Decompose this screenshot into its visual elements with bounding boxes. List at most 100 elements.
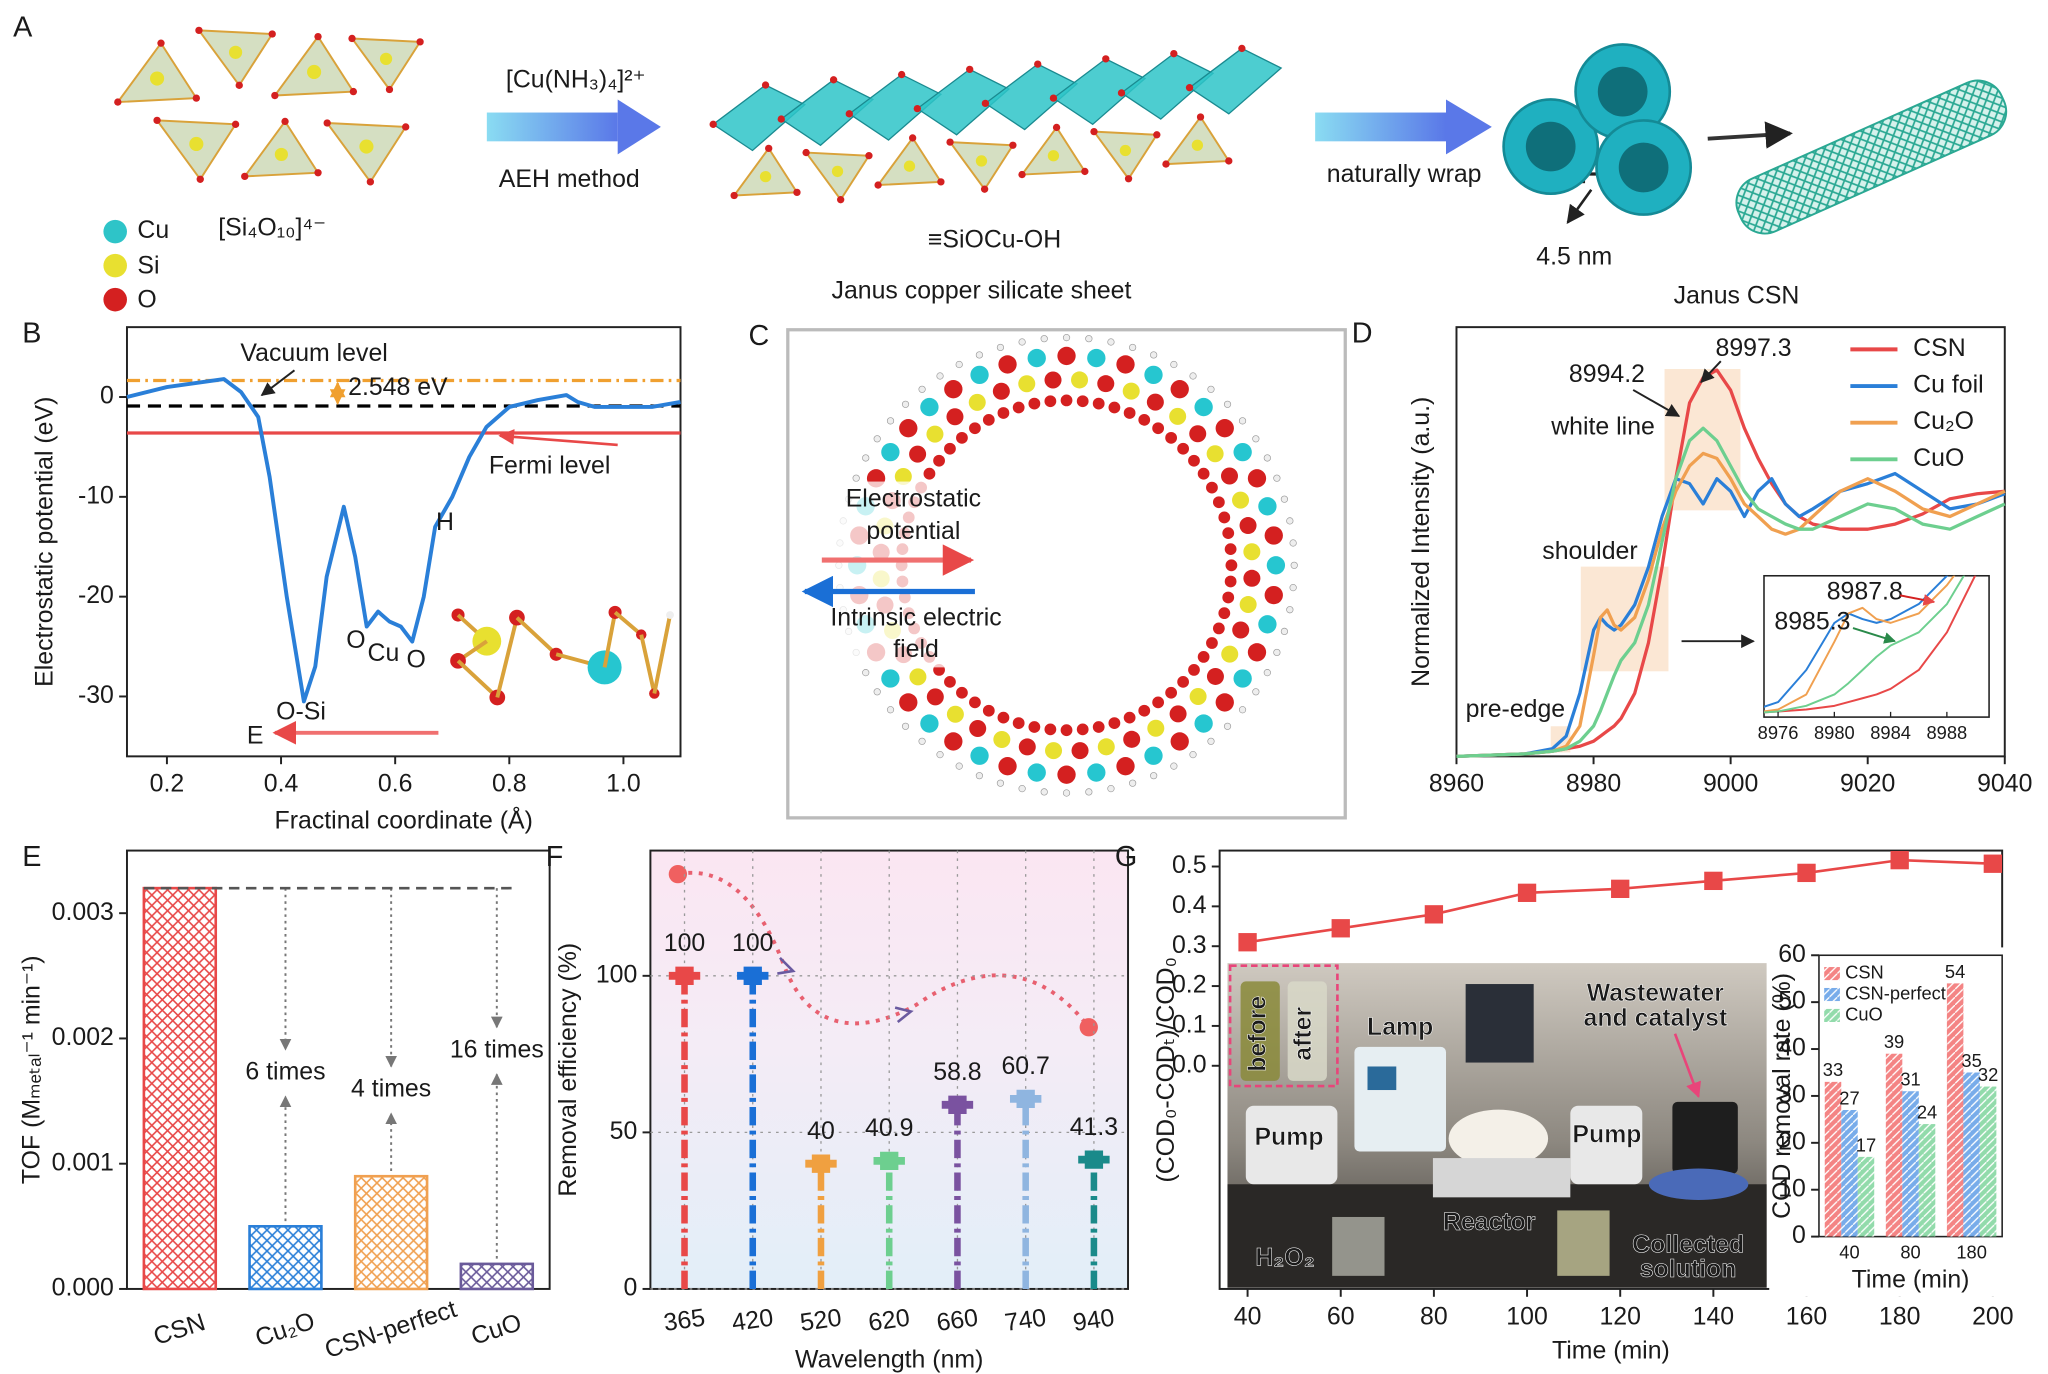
- atom: [1189, 751, 1197, 759]
- atom: [1097, 375, 1115, 393]
- diameter: 4.5 nm: [1536, 242, 1612, 270]
- atom: [1247, 469, 1267, 488]
- annotation: shoulder: [1542, 537, 1637, 565]
- atom: [1144, 746, 1163, 765]
- x-tick-label: 120: [1599, 1302, 1640, 1330]
- atom: [926, 425, 944, 443]
- value-label: 58.8: [933, 1058, 981, 1086]
- o-atom: [271, 91, 279, 100]
- atom: [1018, 375, 1036, 393]
- atom: [1206, 481, 1218, 494]
- y-tick-label: 50: [610, 1117, 638, 1145]
- legend-atom: [103, 219, 127, 244]
- y-tick-label: 100: [596, 960, 637, 988]
- process-arrow-head: [617, 99, 661, 155]
- atom: [1057, 765, 1076, 784]
- atom: [1188, 454, 1200, 467]
- o-atom: [1034, 60, 1042, 68]
- atom: [1092, 397, 1105, 410]
- o-atom: [1049, 94, 1058, 102]
- atom: [969, 422, 981, 435]
- o-atom: [1090, 127, 1098, 136]
- o-atom: [765, 144, 773, 153]
- bond: [613, 610, 643, 637]
- atom: [1018, 338, 1026, 346]
- x-tick-label: 40: [1839, 1241, 1859, 1262]
- bar: [353, 1174, 429, 1291]
- photo-label: Lamp: [1367, 1013, 1433, 1041]
- atom: [1212, 622, 1225, 635]
- x-tick-label: 9020: [1840, 770, 1895, 798]
- atom: [1085, 335, 1093, 343]
- x-tick-label: 9040: [1977, 770, 2032, 798]
- stem-marker: [805, 1154, 837, 1173]
- o-atom: [1185, 84, 1194, 92]
- si-atom: [903, 160, 916, 172]
- trend-arrow: [777, 956, 796, 975]
- atom: [1264, 526, 1283, 545]
- point: [1424, 905, 1444, 924]
- bar: [1918, 1124, 1936, 1237]
- atom: [998, 757, 1017, 776]
- tube-hole: [1597, 66, 1648, 117]
- reactor-head: [1465, 984, 1534, 1063]
- x-tick-label: 1.0: [606, 770, 641, 798]
- atom: [1165, 431, 1178, 444]
- atom: [1206, 667, 1224, 685]
- panel-label: C: [749, 320, 770, 352]
- bond: [602, 612, 617, 668]
- o-atom: [1081, 167, 1089, 176]
- value-label: 17: [1856, 1134, 1876, 1155]
- data-line: [126, 377, 681, 704]
- nanotube-ring: [835, 334, 1298, 797]
- atom: [1147, 719, 1165, 737]
- atom: [1232, 621, 1250, 639]
- atom: [1085, 788, 1093, 796]
- value-label: 27: [1839, 1087, 1859, 1108]
- stem-marker: [1009, 1089, 1042, 1109]
- atom: [1108, 717, 1121, 729]
- atom: [992, 382, 1010, 400]
- beaker: [1557, 1210, 1610, 1276]
- unit-formula: [Si₄O₁₀]⁴⁻: [218, 214, 326, 242]
- atom: [1144, 365, 1163, 385]
- atom: [909, 445, 927, 463]
- annotation-arrow: [1700, 360, 1722, 384]
- annotation: O: [406, 645, 425, 673]
- annotation: 16 times: [450, 1035, 544, 1063]
- o-atom: [416, 38, 424, 46]
- wrap-label: naturally wrap: [1327, 160, 1482, 188]
- atom: [1060, 394, 1073, 407]
- process-arrow-head: [1446, 99, 1492, 155]
- atom: [955, 762, 963, 770]
- atom: [1107, 785, 1115, 793]
- o-atom: [1170, 49, 1178, 58]
- inset-x-tick-label: 8984: [1870, 722, 1911, 743]
- y-axis-label: TOF (Mₘₑₜₐₗ⁻¹ min⁻¹): [17, 955, 45, 1184]
- o-atom: [402, 123, 410, 131]
- bar: [1963, 1072, 1980, 1237]
- x-tick-label: 520: [798, 1303, 843, 1337]
- y-axis-label: Removal efficiency (%): [554, 943, 582, 1197]
- atom: [1027, 763, 1046, 782]
- o-atom: [829, 76, 838, 84]
- panel-label: D: [1352, 318, 1373, 350]
- o-atom: [114, 98, 122, 106]
- data-line: [1763, 575, 1965, 714]
- atom: [946, 408, 964, 426]
- atom: [1189, 425, 1207, 443]
- atom: [1170, 732, 1189, 751]
- stirrer: [1648, 1168, 1749, 1200]
- bond: [495, 617, 519, 698]
- x-tick-label: 80: [1420, 1302, 1448, 1330]
- bar: [248, 1225, 323, 1291]
- atom: [1146, 393, 1164, 411]
- atom: [1040, 788, 1048, 796]
- atom: [1018, 785, 1026, 793]
- atom: [982, 414, 995, 426]
- trend-arrow: [894, 1006, 914, 1024]
- pump: [1570, 1105, 1643, 1185]
- o-atom: [153, 116, 161, 125]
- sheet-formula: ≡SiOCu-OH: [928, 225, 1061, 253]
- tube-hole: [1525, 121, 1576, 172]
